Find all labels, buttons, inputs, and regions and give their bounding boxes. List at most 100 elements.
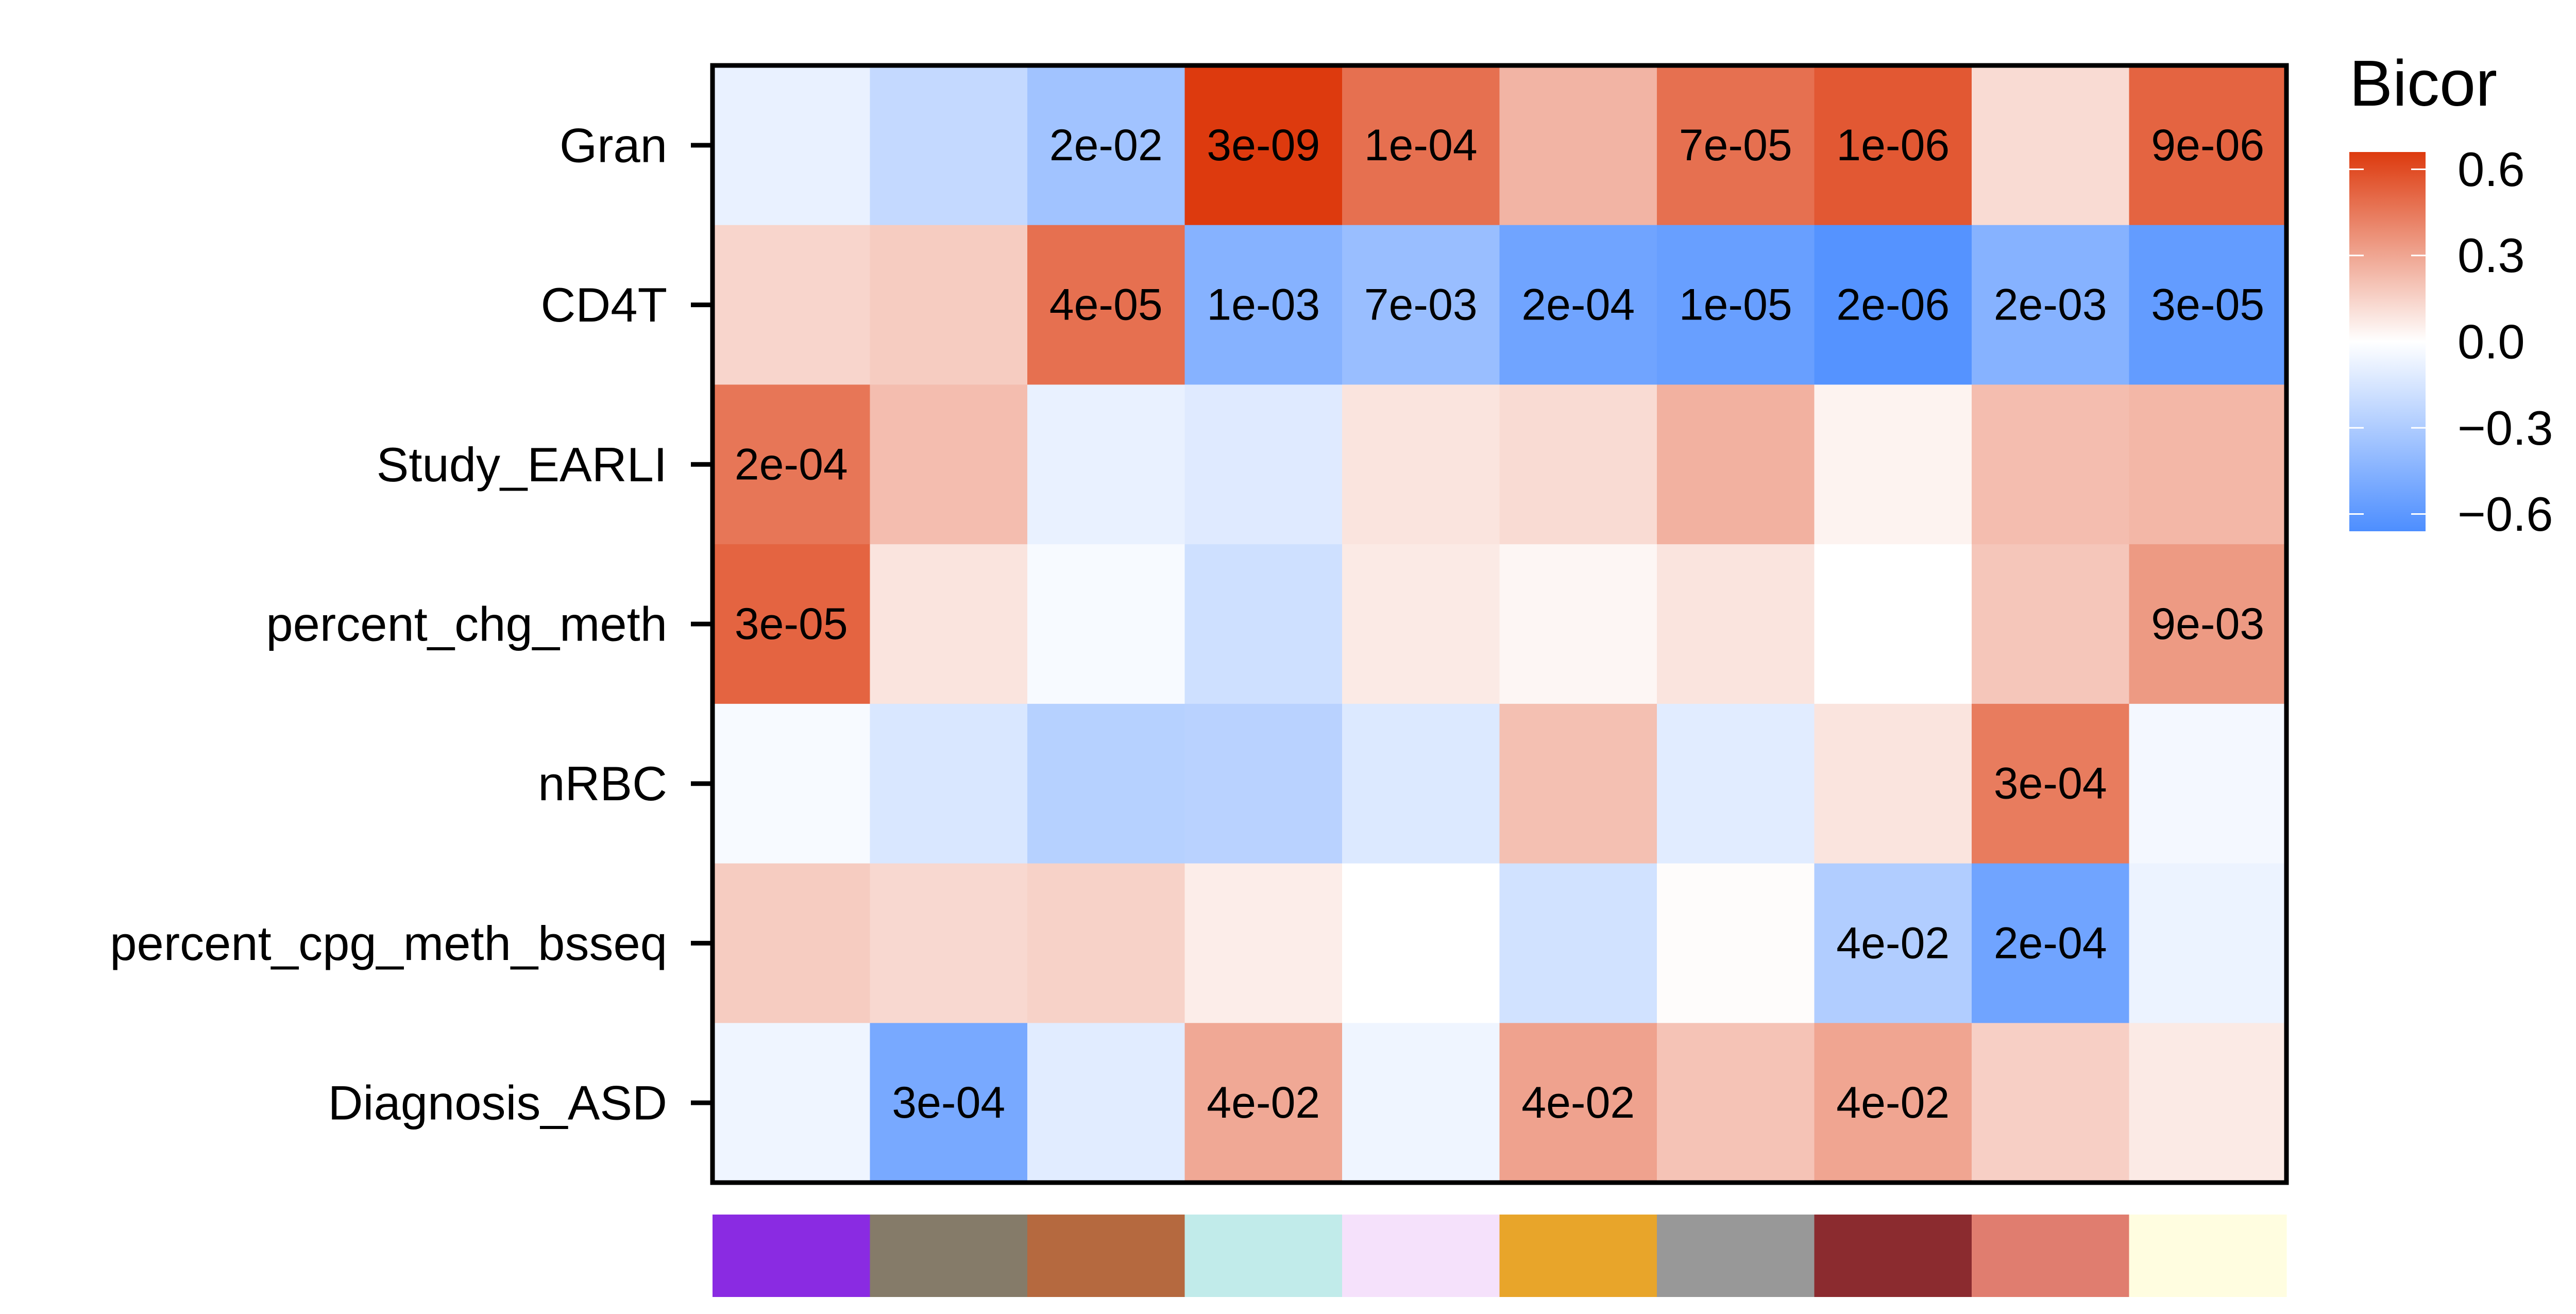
- heatmap-cell: [1027, 1023, 1185, 1183]
- pvalue-label: 1e-06: [1836, 121, 1950, 170]
- legend-ticks: 0.6 0.3 0.0 −0.3 −0.6: [2349, 142, 2553, 541]
- heatmap-cell: [1184, 544, 1343, 704]
- pvalue-label: 2e-04: [1994, 918, 2107, 968]
- heatmap-cell: [1342, 703, 1500, 864]
- heatmap-cell: [1342, 225, 1500, 385]
- pvalue-label: 4e-02: [1521, 1078, 1635, 1127]
- row-label: CD4T: [541, 278, 667, 332]
- legend-title: Bicor: [2349, 47, 2497, 120]
- heatmap-cell: [870, 384, 1028, 545]
- heatmap-cell: [1342, 1023, 1500, 1183]
- heatmap-cell: [1027, 703, 1185, 864]
- heatmap-cell: [1657, 384, 1815, 545]
- pvalue-label: 4e-02: [1836, 918, 1950, 968]
- heatmap-cell: [870, 65, 1028, 226]
- pvalue-label: 4e-05: [1049, 280, 1163, 330]
- heatmap-cell: [1027, 863, 1185, 1023]
- heatmap-cell: [2129, 1023, 2287, 1183]
- legend-tick-label: 0.3: [2458, 228, 2525, 282]
- heatmap-cell: [1027, 384, 1185, 545]
- heatmap-cell: [2129, 384, 2287, 545]
- row-label: percent_cpg_meth_bsseq: [110, 916, 667, 970]
- heatmap-cell: [1184, 1023, 1343, 1183]
- row-axis: Gran CD4T Study_EARLI percent_chg_meth nRBC p…: [110, 118, 713, 1130]
- heatmap-cell: [1814, 65, 1972, 226]
- heatmap-cell: [1972, 225, 2130, 385]
- heatmap-cell: [1184, 65, 1343, 226]
- heatmap-cells: [713, 65, 2287, 1183]
- heatmap-cell: [1814, 703, 1972, 864]
- pvalue-label: 1e-03: [1207, 280, 1320, 330]
- row-label: Study_EARLI: [377, 437, 667, 492]
- heatmap-cell: [1814, 863, 1972, 1023]
- heatmap-cell: [1972, 65, 2130, 226]
- module-color-swatch: [870, 1215, 1028, 1297]
- heatmap-cell: [1972, 1023, 2130, 1183]
- heatmap-cell: [1342, 544, 1500, 704]
- heatmap-cell: [1499, 703, 1657, 864]
- row-label: Diagnosis_ASD: [328, 1076, 667, 1130]
- pvalue-label: 3e-04: [1994, 759, 2107, 808]
- row-label: percent_chg_meth: [266, 597, 667, 651]
- heatmap-cell: [713, 703, 871, 864]
- heatmap-cell: [1657, 544, 1815, 704]
- heatmap-cell: [713, 65, 871, 226]
- color-legend: Bicor 0.6 0.3 0.0 −0.3 −0.6: [2349, 47, 2553, 541]
- pvalue-label: 1e-05: [1679, 280, 1792, 330]
- heatmap-cell: [1184, 225, 1343, 385]
- heatmap-cell: [1972, 384, 2130, 545]
- pvalue-label: 7e-05: [1679, 121, 1792, 170]
- heatmap-cell: [1972, 544, 2130, 704]
- heatmap-cell: [870, 703, 1028, 864]
- heatmap-cell: [1027, 225, 1185, 385]
- heatmap-cell: [1027, 544, 1185, 704]
- heatmap-cell: [1184, 384, 1343, 545]
- heatmap-cell: [2129, 544, 2287, 704]
- heatmap-cell: [1499, 65, 1657, 226]
- heatmap-cell: [2129, 703, 2287, 864]
- heatmap-cell: [1342, 65, 1500, 226]
- pvalue-label: 4e-02: [1207, 1078, 1320, 1127]
- module-color-swatch: [1814, 1215, 1972, 1297]
- heatmap-cell: [713, 1023, 871, 1183]
- heatmap-cell: [1342, 384, 1500, 545]
- module-color-swatch: [1657, 1215, 1815, 1297]
- module-color-swatch: [1027, 1215, 1185, 1297]
- row-label: nRBC: [538, 756, 667, 811]
- legend-tick-label: 0.0: [2458, 315, 2525, 369]
- heatmap-cell: [2129, 65, 2287, 226]
- heatmap-cell: [1657, 65, 1815, 226]
- heatmap-cell: [870, 1023, 1028, 1183]
- heatmap-cell: [1499, 863, 1657, 1023]
- legend-tick-label: −0.6: [2458, 487, 2553, 541]
- heatmap-cell: [1972, 863, 2130, 1023]
- heatmap-cell: [1499, 544, 1657, 704]
- pvalue-label: 9e-03: [2151, 599, 2264, 649]
- pvalue-labels: 2e-02 3e-09 1e-04 7e-05 1e-06 9e-06 4e-05 1e-03…: [735, 121, 2264, 1127]
- module-color-bar: [713, 1215, 2287, 1297]
- legend-tick-label: 0.6: [2458, 142, 2525, 196]
- heatmap-cell: [2129, 225, 2287, 385]
- heatmap-cell: [2129, 863, 2287, 1023]
- heatmap-cell: [1499, 384, 1657, 545]
- heatmap-cell: [1657, 703, 1815, 864]
- pvalue-label: 3e-09: [1207, 121, 1320, 170]
- module-color-swatch: [2129, 1215, 2287, 1297]
- heatmap-cell: [1499, 1023, 1657, 1183]
- module-color-swatch: [1342, 1215, 1500, 1297]
- pvalue-label: 7e-03: [1364, 280, 1478, 330]
- heatmap-cell: [870, 863, 1028, 1023]
- pvalue-label: 2e-02: [1049, 121, 1163, 170]
- pvalue-label: 9e-06: [2151, 121, 2264, 170]
- heatmap-cell: [1184, 863, 1343, 1023]
- module-color-swatch: [1972, 1215, 2130, 1297]
- module-color-swatch: [1184, 1215, 1343, 1297]
- heatmap-cell: [1814, 1023, 1972, 1183]
- heatmap-cell: [713, 863, 871, 1023]
- pvalue-label: 2e-04: [735, 440, 848, 489]
- pvalue-label: 2e-04: [1521, 280, 1635, 330]
- heatmap-cell: [713, 225, 871, 385]
- row-label: Gran: [560, 118, 667, 172]
- heatmap-cell: [1814, 544, 1972, 704]
- heatmap-cell: [1184, 703, 1343, 864]
